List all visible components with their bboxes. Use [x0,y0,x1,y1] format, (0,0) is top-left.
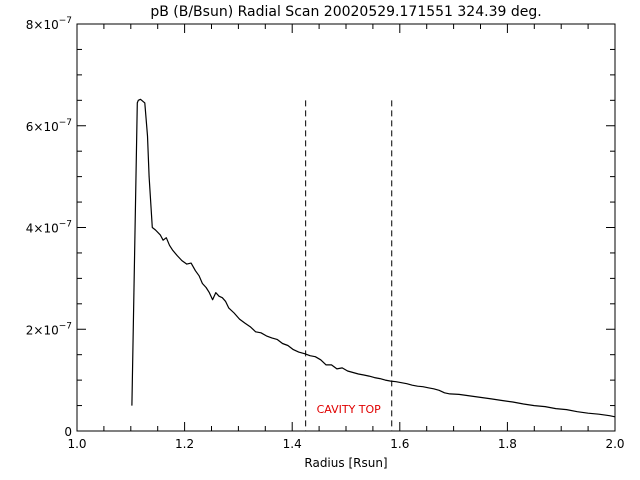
plot-frame [76,23,616,432]
axis-ticks: 1.0 1.2 1.4 1.6 1.8 2.0 0 2×10−7 4×10−7 6×10−7 8×1… [26,16,625,451]
x-tick-label: 1.4 [283,437,302,451]
x-tick-label: 1.0 [67,437,86,451]
x-tick-label: 1.6 [390,437,409,451]
cavity-top-label: CAVITY TOP [317,403,382,416]
y-tick-label: 8×10−7 [26,16,72,32]
y-tick-label: 4×10−7 [26,220,72,236]
x-tick-label: 2.0 [605,437,624,451]
data-series [131,98,616,418]
y-tick-label: 2×10−7 [26,321,72,337]
x-tick-label: 1.2 [175,437,194,451]
annotations: CAVITY TOP [317,403,382,416]
cavity-markers [305,100,393,431]
chart-title: pB (B/Bsun) Radial Scan 20020529.171551 … [150,4,541,20]
x-tick-label: 1.8 [498,437,517,451]
series-line [131,98,616,418]
y-tick-label: 0 [64,425,72,439]
x-axis-label: Radius [Rsun] [304,456,387,470]
y-tick-label: 6×10−7 [26,118,72,134]
